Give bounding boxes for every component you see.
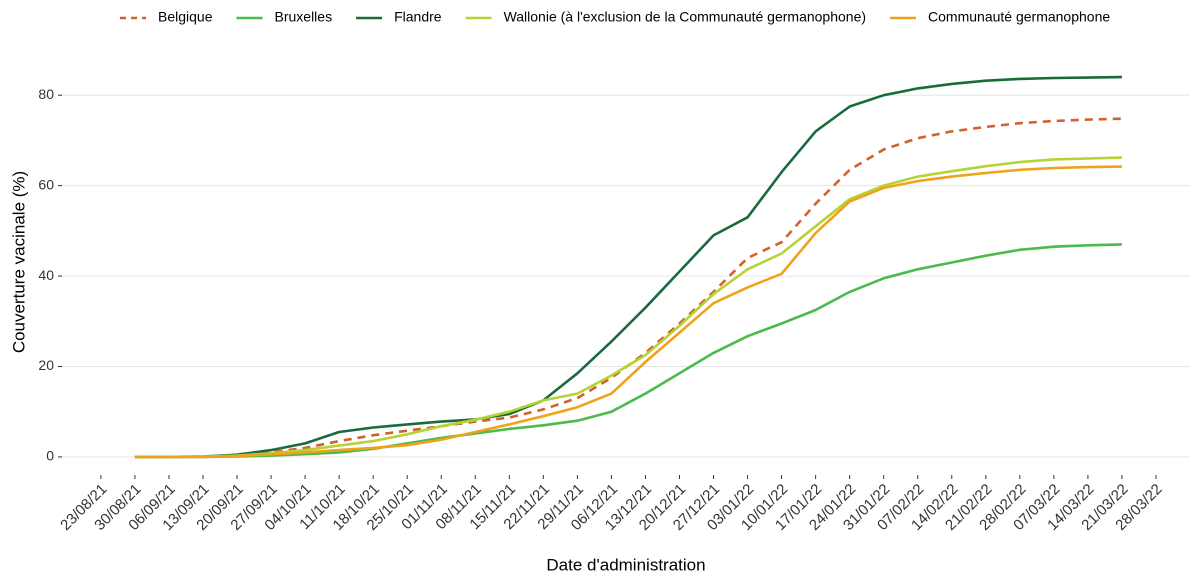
legend-label: Bruxelles bbox=[275, 9, 333, 25]
y-tick-label: 40 bbox=[38, 267, 54, 283]
y-tick-label: 60 bbox=[38, 176, 54, 192]
x-axis-label: Date d'administration bbox=[546, 555, 705, 574]
y-axis-label: Couverture vacinale (%) bbox=[9, 171, 28, 353]
series-line bbox=[134, 165, 1122, 459]
legend-label: Belgique bbox=[158, 9, 213, 25]
y-tick-label: 0 bbox=[46, 448, 54, 464]
legend-label: Wallonie (à l'exclusion de la Communauté… bbox=[504, 9, 866, 25]
series-line bbox=[134, 75, 1122, 459]
legend-label: Flandre bbox=[394, 9, 442, 25]
legend-label: Communauté germanophone bbox=[928, 9, 1110, 25]
series-line bbox=[134, 156, 1122, 459]
y-tick-label: 20 bbox=[38, 357, 54, 373]
series-line bbox=[134, 243, 1122, 459]
y-tick-label: 80 bbox=[38, 86, 54, 102]
series-line bbox=[134, 117, 1122, 459]
